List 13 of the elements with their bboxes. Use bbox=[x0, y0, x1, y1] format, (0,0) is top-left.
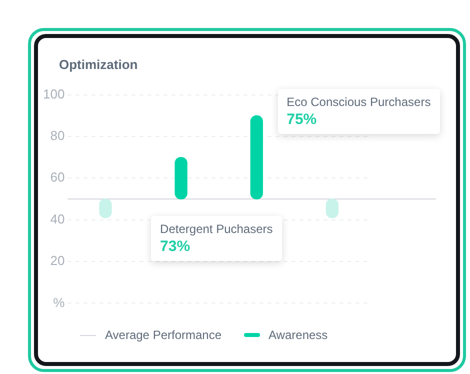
bar bbox=[250, 115, 263, 200]
y-tick-label: 80 bbox=[50, 128, 65, 144]
legend-label: Awareness bbox=[268, 328, 328, 342]
annotation: Eco Conscious Purchasers 75% bbox=[278, 88, 440, 134]
bar bbox=[174, 156, 188, 200]
chart-title: Optimization bbox=[59, 57, 138, 72]
y-tick-label: 100 bbox=[42, 86, 65, 102]
annotation: Detergent Puchasers 73% bbox=[151, 216, 282, 261]
y-tick-label: 40 bbox=[50, 211, 65, 226]
y-tick-label: 20 bbox=[50, 253, 65, 268]
y-tick-label: % bbox=[53, 294, 66, 310]
legend-label: Average Performance bbox=[104, 328, 222, 342]
y-tick-label: 60 bbox=[50, 170, 65, 185]
